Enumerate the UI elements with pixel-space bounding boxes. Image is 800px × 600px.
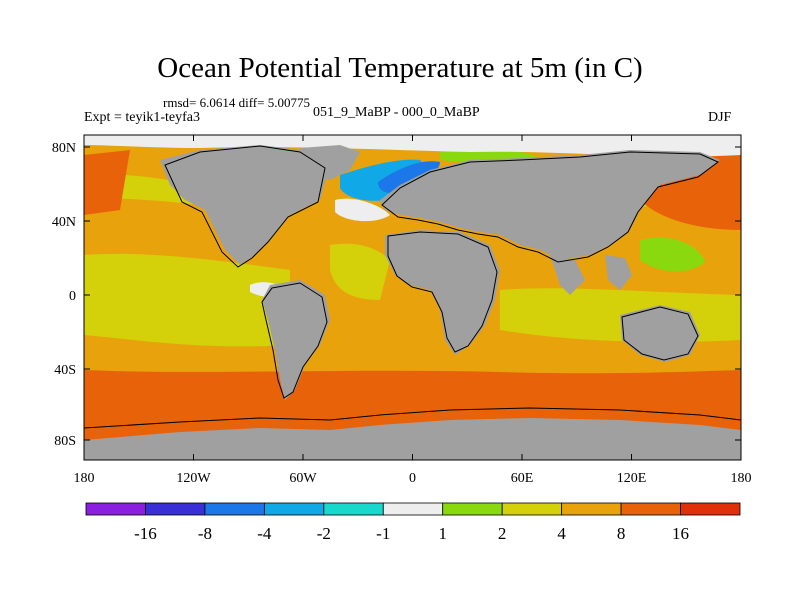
x-tick-labels: 180 120W 60W 0 60E 120E 180 bbox=[74, 471, 752, 486]
colorbar-swatch bbox=[561, 502, 622, 516]
greenland bbox=[300, 145, 360, 180]
tropical-pacific-band bbox=[84, 253, 290, 347]
x-tick-label: 120W bbox=[176, 471, 211, 486]
coastline-south-america bbox=[261, 282, 328, 399]
colorbar-swatch bbox=[85, 502, 146, 516]
map-title: Ocean Potential Temperature at 5m (in C) bbox=[157, 52, 643, 84]
y-tick-labels: 80N 40N 0 40S 80S bbox=[52, 141, 76, 449]
colorbar-label: -2 bbox=[317, 524, 331, 543]
season-label: DJF bbox=[708, 110, 732, 125]
colorbar-swatch bbox=[263, 502, 325, 516]
x-tick-label: 60W bbox=[289, 471, 317, 486]
colorbar bbox=[85, 502, 741, 516]
colorbar-swatch bbox=[501, 502, 563, 516]
period-label: 051_9_MaBP - 000_0_MaBP bbox=[313, 105, 480, 120]
x-tick-label: 180 bbox=[74, 471, 95, 486]
coastline-africa bbox=[387, 231, 498, 353]
colorbar-swatch bbox=[442, 502, 503, 516]
colorbar-label: -16 bbox=[134, 524, 157, 543]
colorbar-swatch bbox=[323, 502, 384, 516]
africa bbox=[385, 230, 500, 355]
land-masses bbox=[84, 145, 741, 460]
x-tick-label: 120E bbox=[617, 471, 647, 486]
arctic-no-data bbox=[84, 135, 741, 157]
south-america bbox=[262, 280, 330, 400]
x-tick-label: 180 bbox=[731, 471, 752, 486]
tropical-atlantic-band bbox=[330, 243, 390, 300]
present-day-coastlines bbox=[84, 145, 741, 429]
colorbar-label: 1 bbox=[438, 524, 447, 543]
colorbar-label: -4 bbox=[257, 524, 272, 543]
eurasia bbox=[380, 150, 720, 260]
y-tick-label: 40S bbox=[54, 363, 76, 378]
coastline-australia bbox=[621, 306, 699, 361]
colorbar-label: -8 bbox=[198, 524, 212, 543]
y-tick-label: 80S bbox=[54, 434, 76, 449]
colorbar-swatch bbox=[145, 502, 206, 516]
colorbar-label: 2 bbox=[498, 524, 507, 543]
colorbar-labels: -16 -8 -4 -2 -1 1 2 4 8 16 bbox=[134, 524, 689, 543]
india bbox=[550, 255, 585, 295]
x-tick-label: 0 bbox=[409, 471, 416, 486]
colorbar-swatch bbox=[204, 502, 265, 516]
southeast-asia bbox=[605, 255, 632, 290]
experiment-label: Expt = teyik1-teyfa3 bbox=[84, 110, 200, 125]
north-pacific-warm-patch bbox=[84, 150, 130, 215]
colorbar-swatch bbox=[620, 502, 681, 516]
x-tick-label: 60E bbox=[511, 471, 534, 486]
x-tick-marks bbox=[83, 135, 742, 460]
coastline-antarctica bbox=[84, 407, 741, 429]
stats-label: rmsd= 6.0614 diff= 5.00775 bbox=[163, 95, 310, 110]
colorbar-swatch bbox=[680, 502, 741, 516]
colorbar-label: 8 bbox=[617, 524, 626, 543]
y-tick-label: 40N bbox=[52, 215, 76, 230]
antarctica bbox=[84, 418, 741, 460]
australia bbox=[620, 305, 700, 362]
map-field bbox=[84, 135, 741, 460]
colorbar-label: 4 bbox=[557, 524, 566, 543]
coastline-north-america bbox=[164, 145, 326, 268]
y-tick-marks bbox=[84, 146, 741, 441]
north-america bbox=[160, 145, 330, 265]
colorbar-label: -1 bbox=[376, 524, 390, 543]
y-tick-label: 80N bbox=[52, 141, 76, 156]
north-atlantic-no-data bbox=[335, 198, 390, 222]
y-tick-label: 0 bbox=[69, 289, 76, 304]
west-pacific-cool-patch bbox=[640, 237, 705, 272]
north-atlantic-strong-cold-anomaly bbox=[378, 161, 440, 194]
colorbar-swatch bbox=[382, 502, 444, 516]
coastline-eurasia bbox=[381, 151, 719, 263]
colorbar-label: 16 bbox=[672, 524, 689, 543]
